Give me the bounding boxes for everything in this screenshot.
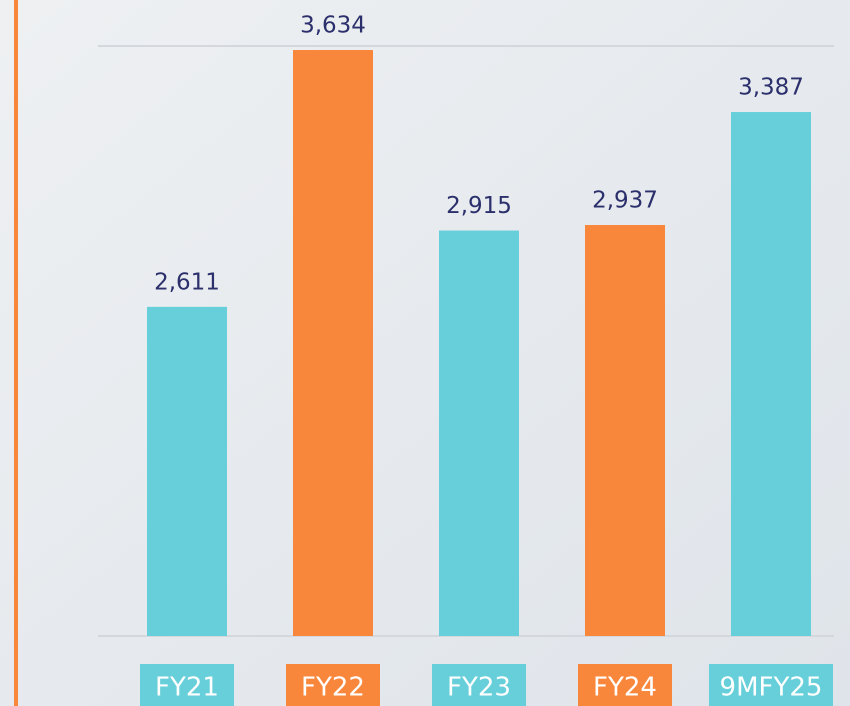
category-box xyxy=(578,664,672,706)
x-tick-label: FY23 xyxy=(447,673,511,703)
bar xyxy=(147,306,227,636)
category-box xyxy=(286,664,380,706)
value-label: 3,634 xyxy=(300,13,366,39)
value-label: 3,387 xyxy=(738,75,804,101)
value-label: 2,915 xyxy=(446,193,512,219)
bar xyxy=(585,225,665,636)
value-label: 2,611 xyxy=(154,269,220,295)
category-box xyxy=(432,664,526,706)
bar xyxy=(439,230,519,636)
x-tick-label: FY21 xyxy=(155,673,219,703)
bar xyxy=(293,50,373,636)
value-label: 2,937 xyxy=(592,188,658,214)
x-tick-label: FY22 xyxy=(301,673,365,703)
category-box xyxy=(140,664,234,706)
x-tick-label: FY24 xyxy=(593,673,657,703)
accent-line xyxy=(14,0,18,706)
x-tick-label: 9MFY25 xyxy=(720,673,823,703)
bar xyxy=(731,112,811,636)
category-box xyxy=(709,664,833,706)
